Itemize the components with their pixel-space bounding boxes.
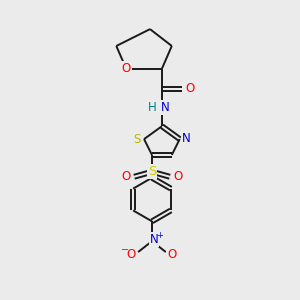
Text: O: O: [185, 82, 194, 95]
Text: S: S: [134, 133, 141, 146]
Text: O: O: [122, 62, 131, 75]
Text: O: O: [127, 248, 136, 260]
Text: N: N: [150, 233, 158, 246]
Text: N: N: [160, 101, 169, 114]
Text: O: O: [167, 248, 176, 260]
Text: O: O: [173, 170, 182, 183]
Text: S: S: [148, 165, 156, 178]
Text: H: H: [148, 101, 156, 114]
Text: −: −: [121, 245, 129, 255]
Text: O: O: [122, 170, 131, 183]
Text: +: +: [157, 231, 163, 240]
Text: N: N: [182, 132, 191, 145]
